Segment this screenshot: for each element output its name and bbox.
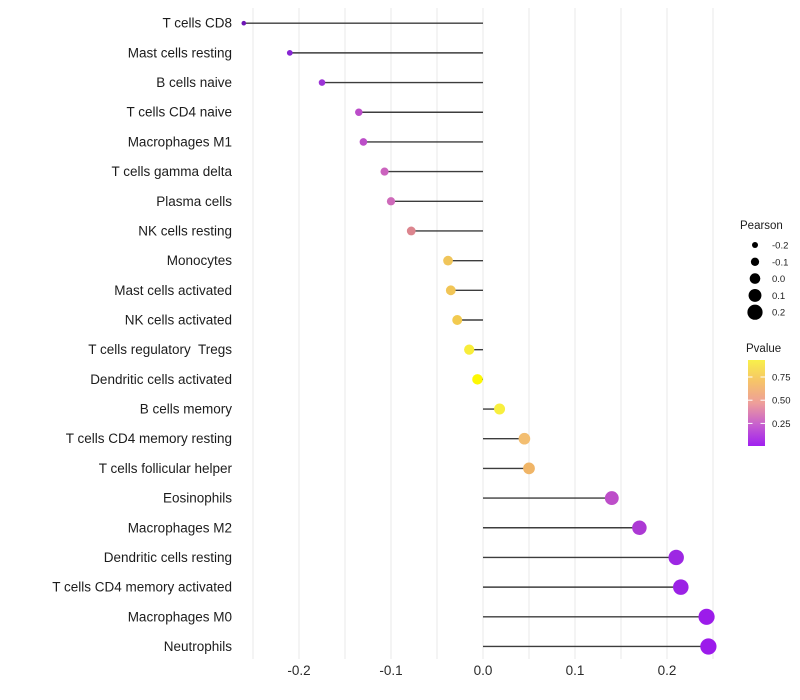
x-axis-tick-label: 0.1 [566, 663, 585, 678]
x-axis-tick-label: -0.1 [379, 663, 402, 678]
y-axis-label: NK cells resting [138, 223, 232, 238]
gridlines [252, 8, 714, 659]
y-axis-label: Eosinophils [163, 491, 232, 506]
y-axis-label: Macrophages M1 [128, 134, 232, 149]
y-axis-label: Plasma cells [156, 194, 232, 209]
y-axis-label: T cells CD4 memory activated [52, 580, 232, 595]
y-axis-label: Mast cells resting [128, 45, 232, 60]
y-axis-label: T cells CD8 [162, 16, 232, 31]
pearson-legend-dot [747, 304, 763, 320]
pearson-legend-label: 0.2 [772, 308, 785, 319]
pvalue-gradient-ticks: 0.75 0.50 0.25 [748, 373, 791, 430]
pearson-legend-label: -0.1 [772, 257, 788, 268]
lollipop-dot [494, 403, 506, 415]
lollipop-dot [286, 49, 293, 56]
lollipop-dot [318, 79, 326, 86]
lollipop-dot [406, 226, 416, 236]
y-axis-label: T cells CD4 naive [126, 105, 232, 120]
pvalue-legend-title: Pvalue [746, 343, 781, 355]
lollipop-dot [604, 491, 619, 505]
y-axis-label: Neutrophils [164, 639, 233, 654]
y-axis-label: Dendritic cells activated [90, 372, 232, 387]
pearson-legend-dot [748, 288, 762, 302]
y-axis-label: Mast cells activated [114, 283, 232, 298]
lollipop-dot [241, 20, 247, 26]
pvalue-color-legend: Pvalue 0.75 0.50 0.25 [746, 343, 791, 446]
pearson-legend-dot [750, 257, 760, 266]
y-axis-labels: T cells CD8 Mast cells resting B cells nai… [52, 16, 232, 654]
pearson-legend-label: -0.2 [772, 241, 788, 252]
pvalue-tick-label: 0.25 [772, 419, 791, 430]
y-axis-label: Macrophages M2 [128, 520, 232, 535]
lollipop-dot [518, 432, 531, 445]
pvalue-gradient-bar [748, 360, 765, 446]
lollipop-dot [452, 315, 463, 325]
y-axis-label: T cells regulatory Tregs [88, 342, 232, 357]
pvalue-tick-label: 0.75 [772, 373, 791, 384]
y-axis-label: NK cells activated [125, 313, 232, 328]
lollipop-dot [445, 285, 456, 296]
y-axis-label: T cells CD4 memory resting [66, 431, 232, 446]
pearson-legend-label: 0.1 [772, 291, 785, 302]
y-axis-label: Dendritic cells resting [104, 550, 232, 565]
lollipop-dot [700, 638, 717, 655]
lollipop-dot [472, 374, 483, 385]
x-axis-tick-label: 0.2 [658, 663, 677, 678]
lollipop-dot [632, 520, 647, 536]
lollipop-dot [359, 138, 368, 146]
x-axis-tick-label: 0.0 [474, 663, 493, 678]
lollipop-dot [380, 167, 389, 176]
pearson-legend-label: 0.0 [772, 274, 785, 285]
lollipop-dot [464, 344, 475, 355]
lollipop-dot [443, 255, 453, 266]
x-axis-tick-label: -0.2 [287, 663, 310, 678]
pvalue-tick-label: 0.50 [772, 396, 791, 407]
pearson-size-legend: Pearson -0.2 -0.1 0.0 0.1 0.2 [740, 220, 788, 320]
x-axis-tick-labels: -0.2 -0.1 0.0 0.1 0.2 [287, 663, 676, 678]
lollipop-dot [698, 608, 715, 625]
pearson-legend-title: Pearson [740, 220, 783, 232]
y-axis-label: Macrophages M0 [128, 609, 232, 624]
y-axis-label: B cells memory [140, 402, 233, 417]
y-axis-label: Monocytes [167, 253, 233, 268]
pearson-legend-dot [749, 273, 761, 284]
pearson-legend-dot [752, 242, 758, 248]
y-axis-label: T cells gamma delta [111, 164, 232, 179]
lollipop-dot [673, 579, 689, 595]
y-axis-label: T cells follicular helper [99, 461, 233, 476]
lollipop-dot [355, 108, 363, 116]
lollipop-dot [668, 549, 684, 566]
lollipop-dot [386, 197, 396, 206]
lollipop-dots [241, 20, 717, 655]
y-axis-label: B cells naive [156, 75, 232, 90]
lollipop-sticks [243, 22, 709, 648]
lollipop-dot [523, 462, 535, 475]
